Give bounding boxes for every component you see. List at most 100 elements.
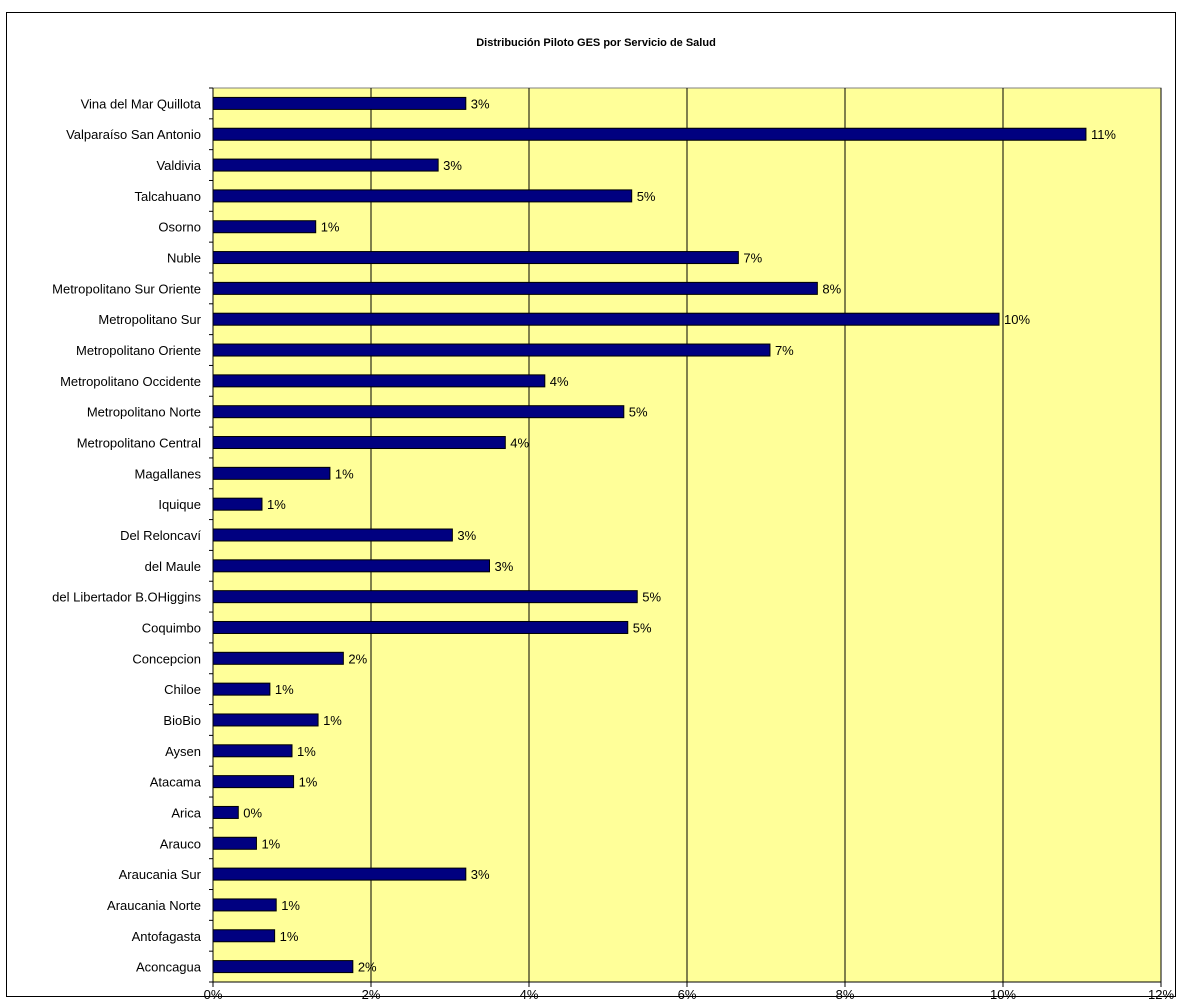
bar	[212, 220, 317, 234]
data-label: 8%	[822, 281, 841, 296]
category-label: Araucania Norte	[107, 898, 201, 913]
bar	[212, 960, 354, 974]
bar	[212, 405, 625, 419]
data-label: 1%	[267, 497, 286, 512]
category-label: Metropolitano Oriente	[76, 343, 201, 358]
category-label: Talcahuano	[135, 189, 202, 204]
category-label: Antofagasta	[132, 929, 202, 944]
bar	[212, 867, 467, 881]
category-label: Del Reloncaví	[120, 528, 201, 543]
category-label: Nuble	[167, 251, 201, 266]
bar	[212, 929, 276, 943]
bar	[212, 682, 271, 696]
bar	[212, 312, 1000, 326]
gridlines	[370, 88, 1162, 982]
bar	[212, 374, 546, 388]
category-label: Metropolitano Norte	[87, 405, 201, 420]
category-label: Chiloe	[164, 682, 201, 697]
category-label: Metropolitano Sur	[98, 312, 201, 327]
axes	[209, 87, 1162, 987]
data-label: 7%	[743, 251, 762, 266]
data-label: 2%	[348, 651, 367, 666]
data-label: 5%	[642, 590, 661, 605]
data-label: 1%	[335, 466, 354, 481]
bar	[212, 713, 319, 727]
bar	[212, 127, 1087, 141]
bar	[212, 528, 453, 542]
chart-title: Distribución Piloto GES por Servicio de …	[476, 37, 716, 49]
bar	[212, 590, 638, 604]
data-label: 1%	[297, 744, 316, 759]
data-label: 0%	[243, 805, 262, 820]
x-tick-label: 6%	[678, 987, 697, 1002]
category-label: Arauco	[160, 836, 201, 851]
bar	[212, 497, 263, 511]
x-tick-label: 2%	[362, 987, 381, 1002]
category-label: Aconcagua	[136, 960, 202, 975]
bar	[212, 158, 439, 172]
data-label: 5%	[633, 620, 652, 635]
bar	[212, 898, 277, 912]
bar	[212, 96, 467, 110]
bar	[212, 466, 331, 480]
data-label: 4%	[550, 374, 569, 389]
bar	[212, 775, 295, 789]
data-label: 7%	[775, 343, 794, 358]
bar	[212, 559, 490, 573]
data-label: 1%	[281, 898, 300, 913]
data-label: 4%	[510, 436, 529, 451]
data-label: 11%	[1091, 127, 1116, 142]
x-tick-label: 8%	[836, 987, 855, 1002]
data-label: 1%	[321, 220, 340, 235]
category-label: Araucania Sur	[119, 867, 202, 882]
category-label: Vina del Mar Quillota	[81, 96, 202, 111]
category-label: Metropolitano Occidente	[60, 374, 201, 389]
bar	[212, 343, 771, 357]
x-tick-label: 10%	[990, 987, 1016, 1002]
x-tick-label: 0%	[204, 987, 223, 1002]
category-label: BioBio	[163, 713, 201, 728]
data-label: 10%	[1004, 312, 1030, 327]
category-label: Coquimbo	[142, 620, 201, 635]
category-label: Valparaíso San Antonio	[66, 127, 201, 142]
bar	[212, 281, 818, 295]
bar	[212, 744, 293, 758]
category-label: Iquique	[158, 497, 201, 512]
category-label: del Maule	[145, 559, 201, 574]
data-label: 1%	[275, 682, 294, 697]
data-label: 2%	[358, 960, 377, 975]
data-label: 3%	[471, 867, 490, 882]
data-label: 5%	[637, 189, 656, 204]
data-label: 5%	[629, 405, 648, 420]
data-label: 3%	[457, 528, 476, 543]
x-tick-label: 4%	[520, 987, 539, 1002]
category-label: Aysen	[165, 744, 201, 759]
bar	[212, 836, 257, 850]
category-label: Arica	[171, 805, 201, 820]
data-label: 1%	[299, 775, 318, 790]
category-label: Metropolitano Central	[77, 436, 201, 451]
data-label: 1%	[261, 836, 280, 851]
data-label: 3%	[495, 559, 514, 574]
bar	[212, 189, 633, 203]
data-label: 3%	[471, 96, 490, 111]
category-label: Osorno	[158, 220, 201, 235]
category-label: Concepcion	[132, 651, 201, 666]
bar	[212, 251, 739, 265]
x-tick-label: 12%	[1148, 987, 1174, 1002]
bars	[212, 96, 1087, 974]
category-label: Valdivia	[156, 158, 201, 173]
labels: 0% 2% 4% 6% 8% 10% 12% Vina del Mar Quillota 3% V…	[52, 96, 1174, 1002]
data-label: 1%	[323, 713, 342, 728]
category-label: del Libertador B.OHiggins	[52, 590, 201, 605]
bar	[212, 651, 344, 665]
category-label: Magallanes	[135, 466, 202, 481]
data-label: 3%	[443, 158, 462, 173]
bar	[212, 620, 629, 634]
bar	[212, 436, 506, 450]
category-label: Atacama	[150, 775, 202, 790]
bar	[212, 805, 239, 819]
data-label: 1%	[280, 929, 299, 944]
category-label: Metropolitano Sur Oriente	[52, 281, 201, 296]
